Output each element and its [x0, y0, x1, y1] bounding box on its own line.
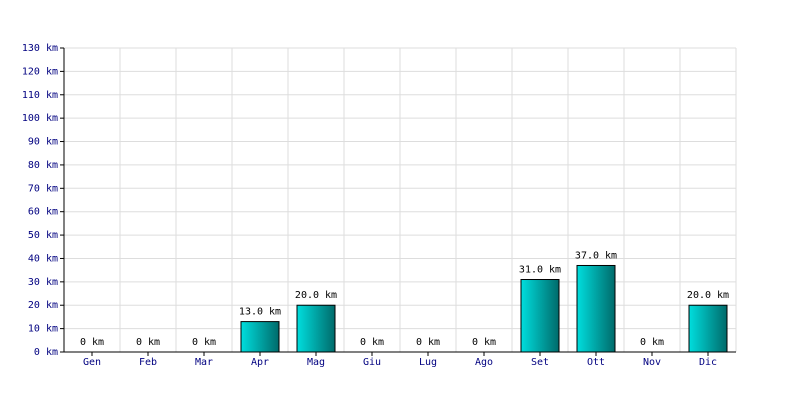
y-tick-label: 10 km	[28, 324, 58, 335]
y-tick-label: 80 km	[28, 160, 58, 171]
value-label: 37.0 km	[575, 250, 617, 261]
y-tick-label: 50 km	[28, 230, 58, 241]
value-label: 20.0 km	[687, 290, 729, 301]
x-tick-label: Mar	[195, 357, 213, 368]
bar	[576, 264, 616, 353]
y-tick-label: 120 km	[22, 66, 58, 77]
y-tick-label: 20 km	[28, 300, 58, 311]
y-tick-label: 60 km	[28, 207, 58, 218]
x-tick-label: Giu	[363, 357, 381, 368]
y-tick-label: 30 km	[28, 277, 58, 288]
x-tick-label: Feb	[139, 357, 157, 368]
value-label: 31.0 km	[519, 265, 561, 276]
bar	[240, 321, 280, 353]
bar	[520, 279, 560, 353]
x-tick-label: Set	[531, 357, 549, 368]
x-tick-label: Gen	[83, 357, 101, 368]
value-label: 20.0 km	[295, 290, 337, 301]
x-tick-label: Ago	[475, 357, 493, 368]
bar	[688, 304, 728, 353]
value-label: 0 km	[472, 337, 496, 348]
value-label: 0 km	[192, 337, 216, 348]
x-tick-label: Apr	[251, 357, 269, 368]
y-tick-label: 100 km	[22, 113, 58, 124]
y-tick-label: 110 km	[22, 90, 58, 101]
y-tick-label: 40 km	[28, 253, 58, 264]
y-tick-label: 0 km	[34, 347, 58, 358]
value-label: 0 km	[360, 337, 384, 348]
x-tick-label: Ott	[587, 357, 605, 368]
value-label: 0 km	[640, 337, 664, 348]
value-label: 13.0 km	[239, 307, 281, 318]
y-tick-label: 130 km	[22, 43, 58, 54]
x-tick-label: Nov	[643, 357, 661, 368]
value-label: 0 km	[80, 337, 104, 348]
y-tick-label: 70 km	[28, 183, 58, 194]
x-tick-label: Mag	[307, 357, 325, 368]
value-label: 0 km	[416, 337, 440, 348]
x-tick-label: Dic	[699, 357, 717, 368]
bar	[296, 304, 336, 353]
value-label: 0 km	[136, 337, 160, 348]
x-tick-label: Lug	[419, 357, 437, 368]
y-tick-label: 90 km	[28, 137, 58, 148]
